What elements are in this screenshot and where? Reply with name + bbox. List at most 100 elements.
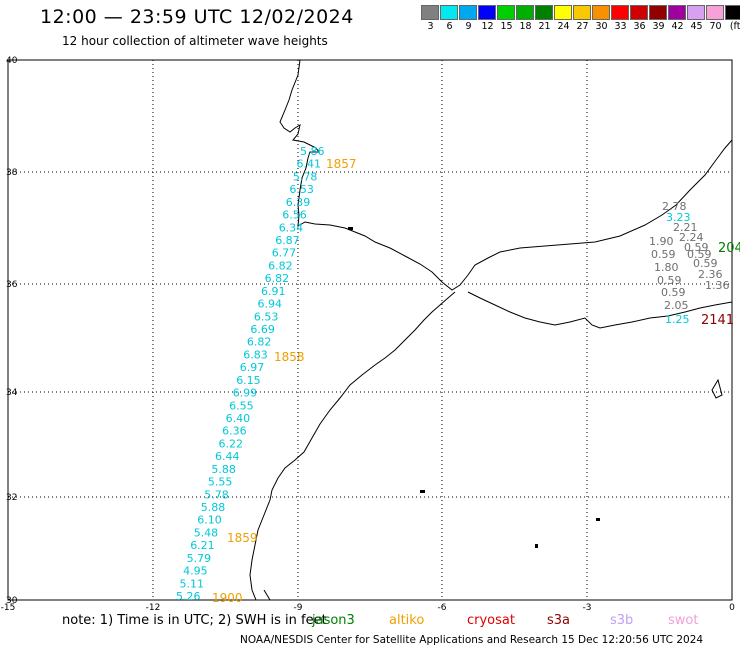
land-mark xyxy=(348,227,353,230)
legend-swatch xyxy=(687,5,705,20)
legend-swatch xyxy=(440,5,458,20)
track-time-label: 1900 xyxy=(212,591,243,605)
satellite-jason3: jason3 xyxy=(312,613,355,628)
legend-swatch xyxy=(611,5,629,20)
track-time-label: 1857 xyxy=(326,157,357,171)
footer-credit: NOAA/NESDIS Center for Satellite Applica… xyxy=(240,634,704,646)
legend-swatch xyxy=(554,5,572,20)
minor-land-marks xyxy=(348,227,600,548)
track-value: 6.40 xyxy=(226,412,251,425)
track-value: 6.53 xyxy=(254,310,279,323)
track-value: 2.78 xyxy=(662,200,687,213)
track-value: 5.78 xyxy=(293,170,318,183)
legend-label: 9 xyxy=(465,21,472,32)
track-value: 6.10 xyxy=(197,514,222,527)
track-value: 6.83 xyxy=(243,348,267,361)
track-value: 0.59 xyxy=(687,248,712,261)
legend-label: 18 xyxy=(519,21,532,32)
legend-swatch xyxy=(706,5,724,20)
legend-swatch xyxy=(630,5,648,20)
coastline xyxy=(249,59,733,601)
legend-swatch xyxy=(459,5,477,20)
track-value: 5.88 xyxy=(211,463,236,476)
land-mark xyxy=(596,518,600,521)
track-value: 0.59 xyxy=(657,274,682,287)
latitude-label: 32 xyxy=(6,493,17,503)
legend-label: 70 xyxy=(709,21,722,32)
coast-morocco-west xyxy=(249,291,456,601)
longitude-label: -9 xyxy=(294,603,303,613)
graticule xyxy=(8,60,732,600)
satellite-swot: swot xyxy=(668,613,699,628)
footer-note: note: 1) Time is in UTC; 2) SWH is in fe… xyxy=(62,613,327,628)
main-track-values: 5.866.415.786.536.396.566.346.876.776.82… xyxy=(176,145,325,603)
track-time-label: 1859 xyxy=(227,531,258,545)
map-title: 12:00 — 23:59 UTC 12/02/2024 xyxy=(40,6,354,28)
track-value: 6.21 xyxy=(190,539,215,552)
legend-label: 39 xyxy=(652,21,665,32)
legend-label: 45 xyxy=(690,21,703,32)
legend-swatch xyxy=(592,5,610,20)
track-value: 6.82 xyxy=(265,272,290,285)
legend-label: 12 xyxy=(481,21,494,32)
legend-label: 27 xyxy=(576,21,589,32)
track-value: 5.48 xyxy=(194,526,219,539)
coast-cape xyxy=(263,589,271,601)
longitude-label: 0 xyxy=(729,603,735,613)
track-value: 6.41 xyxy=(297,158,322,171)
track-value: 6.87 xyxy=(275,234,300,247)
coast-portugal-west xyxy=(279,59,733,291)
track-value: 6.53 xyxy=(289,183,314,196)
east-track-values: 2.782.212.241.90 0.590.59 0.591.80 0.592.36… xyxy=(649,200,730,326)
track-value: 2.05 xyxy=(664,299,689,312)
track-value: 6.55 xyxy=(229,399,254,412)
track-value: 5.79 xyxy=(187,552,212,565)
legend-swatch xyxy=(516,5,534,20)
legend-label: 6 xyxy=(446,21,453,32)
longitude-label: -15 xyxy=(1,603,16,613)
track-time-label: 1858 xyxy=(274,350,305,364)
legend-swatch xyxy=(649,5,667,20)
east-track-label-red: 2141 xyxy=(701,313,734,328)
track-value: 6.56 xyxy=(282,209,307,222)
track-value: 1.90 xyxy=(649,235,674,248)
longitude-labels: -15 -12 -9 -6 -3 0 xyxy=(1,603,735,613)
legend-label: 21 xyxy=(538,21,551,32)
track-value: 6.44 xyxy=(215,450,240,463)
main-track-times: 1857 1858 1859 1900 xyxy=(212,157,357,605)
coast-north-africa xyxy=(467,291,733,329)
latitude-label: 36 xyxy=(6,280,18,290)
track-value: 5.55 xyxy=(208,476,233,489)
track-value: 6.82 xyxy=(247,336,272,349)
longitude-label: -12 xyxy=(146,603,161,613)
track-value: 4.95 xyxy=(183,565,208,578)
track-value: 6.82 xyxy=(268,259,293,272)
legend-label: (ft) xyxy=(729,21,740,32)
track-value: 2.36 xyxy=(698,268,723,281)
satellite-altiko: altiko xyxy=(389,613,425,628)
legend-label: 30 xyxy=(595,21,608,32)
track-value-highlight: 3.23 xyxy=(666,211,691,224)
track-value: 6.97 xyxy=(240,361,264,374)
land-mark xyxy=(420,490,425,493)
track-value: 6.39 xyxy=(286,196,311,209)
track-value: 6.15 xyxy=(236,374,261,387)
latitude-label: 30 xyxy=(6,596,18,606)
latitude-label: 40 xyxy=(6,56,18,66)
track-value: 0.59 xyxy=(651,248,676,261)
track-value: 5.86 xyxy=(300,145,325,158)
track-value: 0.59 xyxy=(693,257,718,270)
track-value: 6.77 xyxy=(272,247,297,260)
legend-swatch xyxy=(497,5,515,20)
legend-label: 24 xyxy=(557,21,570,32)
legend-label: 33 xyxy=(614,21,627,32)
longitude-label: -3 xyxy=(583,603,592,613)
track-value: 6.91 xyxy=(261,285,286,298)
track-value: 6.94 xyxy=(258,298,283,311)
track-value: 0.59 xyxy=(684,241,709,254)
latitude-labels: 40 38 36 34 32 30 xyxy=(6,56,18,606)
legend-label: 42 xyxy=(671,21,684,32)
track-value: 2.21 xyxy=(673,221,698,234)
